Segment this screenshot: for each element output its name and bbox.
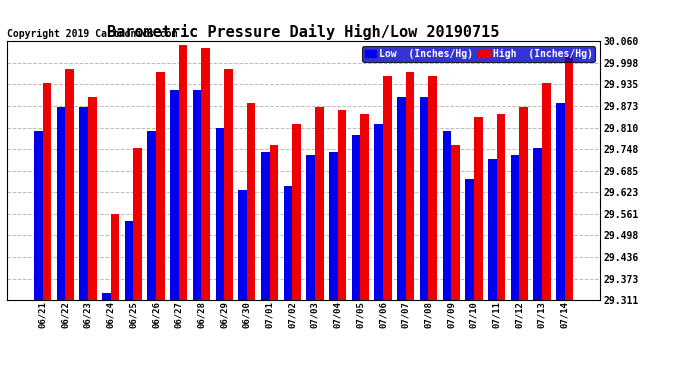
Bar <box>564 55 573 300</box>
Bar <box>156 72 165 300</box>
Bar <box>270 145 278 300</box>
Bar <box>474 117 482 300</box>
Bar <box>224 69 233 300</box>
Bar <box>247 104 255 300</box>
Bar <box>193 90 201 300</box>
Bar <box>542 83 551 300</box>
Bar <box>125 221 133 300</box>
Bar <box>451 145 460 300</box>
Bar <box>261 152 270 300</box>
Bar <box>57 107 65 300</box>
Bar <box>238 190 247 300</box>
Bar <box>315 107 324 300</box>
Bar <box>383 76 392 300</box>
Bar <box>201 48 210 300</box>
Bar <box>465 179 474 300</box>
Text: Copyright 2019 Cartronics.com: Copyright 2019 Cartronics.com <box>7 28 177 39</box>
Bar <box>284 186 293 300</box>
Bar <box>360 114 369 300</box>
Bar <box>556 104 564 300</box>
Bar <box>293 124 301 300</box>
Bar <box>133 148 142 300</box>
Bar <box>520 107 528 300</box>
Legend: Low  (Inches/Hg), High  (Inches/Hg): Low (Inches/Hg), High (Inches/Hg) <box>362 46 595 62</box>
Bar <box>306 155 315 300</box>
Bar <box>442 131 451 300</box>
Bar <box>375 124 383 300</box>
Bar <box>428 76 437 300</box>
Bar <box>79 107 88 300</box>
Bar <box>337 110 346 300</box>
Bar <box>110 214 119 300</box>
Bar <box>179 45 188 300</box>
Bar <box>497 114 505 300</box>
Bar <box>170 90 179 300</box>
Bar <box>406 72 415 300</box>
Bar <box>329 152 337 300</box>
Bar <box>102 293 110 300</box>
Bar <box>65 69 74 300</box>
Bar <box>420 96 428 300</box>
Bar <box>43 83 51 300</box>
Bar <box>34 131 43 300</box>
Bar <box>533 148 542 300</box>
Bar <box>215 128 224 300</box>
Bar <box>352 135 360 300</box>
Bar <box>488 159 497 300</box>
Bar <box>148 131 156 300</box>
Title: Barometric Pressure Daily High/Low 20190715: Barometric Pressure Daily High/Low 20190… <box>108 24 500 40</box>
Bar <box>88 96 97 300</box>
Bar <box>397 96 406 300</box>
Bar <box>511 155 520 300</box>
